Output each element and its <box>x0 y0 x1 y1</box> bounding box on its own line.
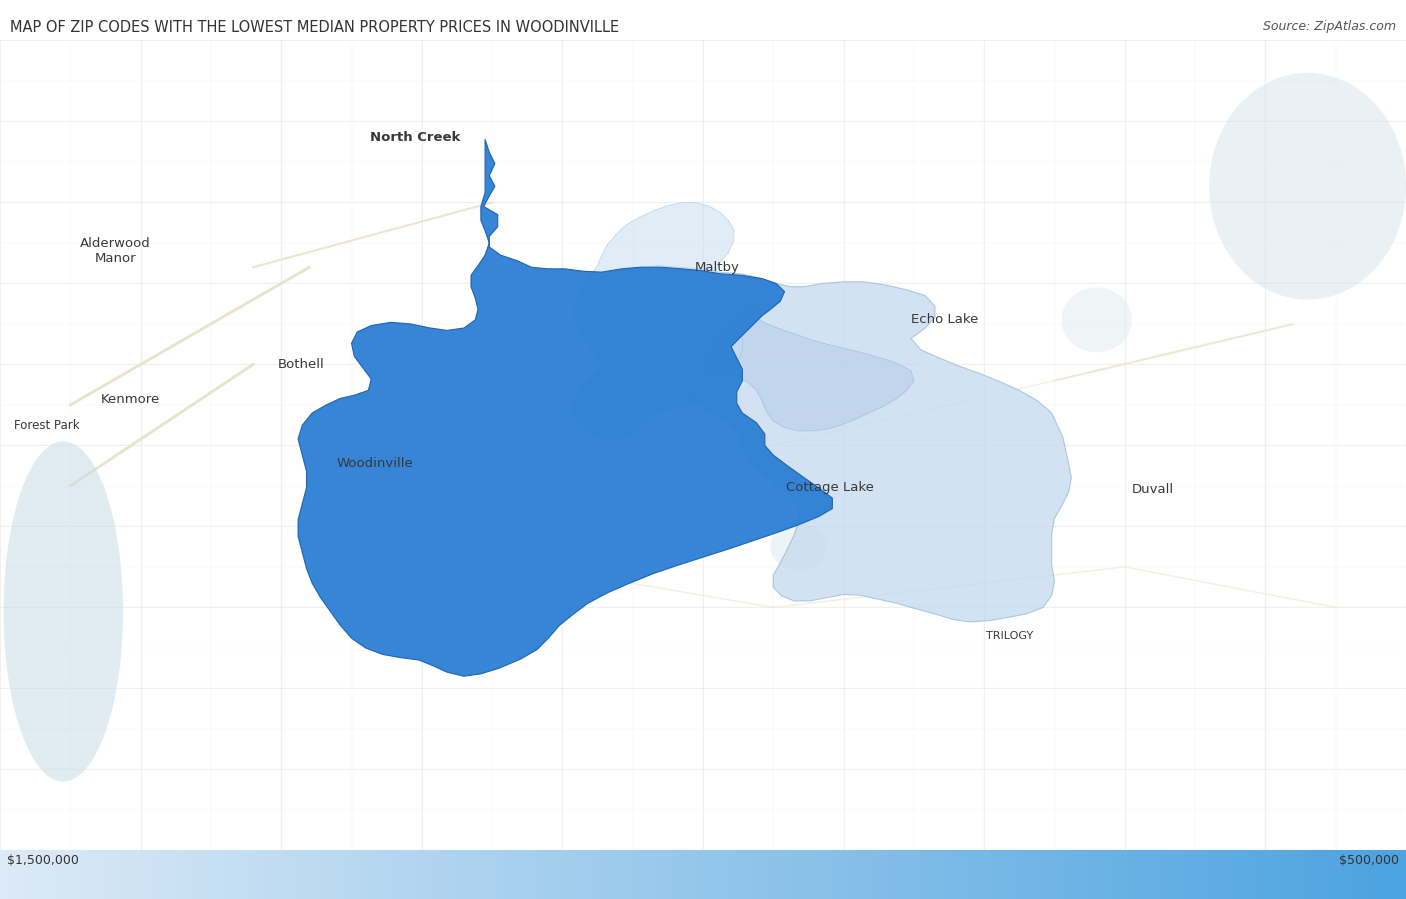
Ellipse shape <box>1209 73 1406 299</box>
Text: Bothell: Bothell <box>277 358 325 371</box>
Text: Cottage Lake: Cottage Lake <box>786 481 873 494</box>
Text: Maltby: Maltby <box>695 261 740 273</box>
Text: Echo Lake: Echo Lake <box>911 314 979 326</box>
Text: Duvall: Duvall <box>1132 484 1174 496</box>
Text: TRILOGY: TRILOGY <box>986 631 1033 641</box>
Text: $500,000: $500,000 <box>1339 854 1399 867</box>
Text: Woodinville: Woodinville <box>337 457 413 470</box>
Polygon shape <box>298 139 832 676</box>
Polygon shape <box>574 265 914 439</box>
Ellipse shape <box>3 441 124 781</box>
Text: $1,500,000: $1,500,000 <box>7 854 79 867</box>
Text: North Creek: North Creek <box>370 131 460 144</box>
Text: Kenmore: Kenmore <box>101 393 160 405</box>
Text: Forest Park: Forest Park <box>14 419 79 432</box>
Text: MAP OF ZIP CODES WITH THE LOWEST MEDIAN PROPERTY PRICES IN WOODINVILLE: MAP OF ZIP CODES WITH THE LOWEST MEDIAN … <box>10 20 619 35</box>
Polygon shape <box>569 202 742 414</box>
Text: Source: ZipAtlas.com: Source: ZipAtlas.com <box>1263 20 1396 32</box>
Text: Alderwood
Manor: Alderwood Manor <box>80 237 150 265</box>
Ellipse shape <box>1062 288 1132 352</box>
Polygon shape <box>692 281 1071 622</box>
Ellipse shape <box>770 522 827 571</box>
